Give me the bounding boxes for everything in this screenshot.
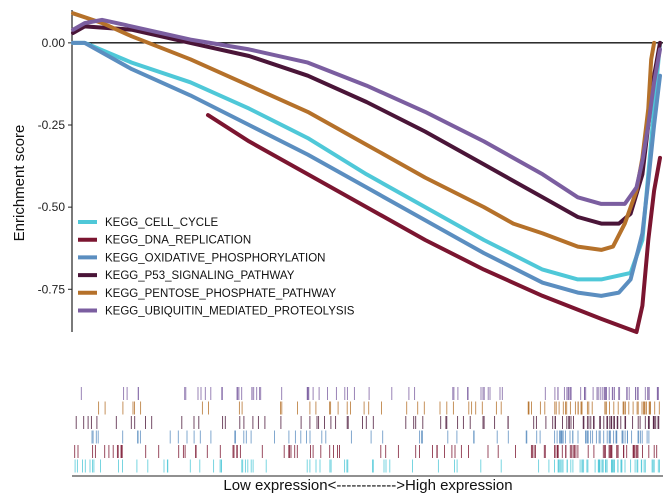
rug-plot: [74, 387, 660, 473]
legend-entry: KEGG_CELL_CYCLE: [105, 217, 218, 229]
y-tick-label: -0.50: [38, 200, 66, 214]
legend-entry: KEGG_UBIQUITIN_MEDIATED_PROTEOLYSIS: [105, 306, 355, 318]
y-tick-label: 0.00: [42, 36, 66, 50]
series-lines: [71, 11, 662, 334]
y-ticks: 0.00 -0.25 -0.50 -0.75: [38, 36, 72, 296]
y-tick-label: -0.25: [38, 118, 66, 132]
y-tick-label: -0.75: [38, 282, 66, 296]
series-line-kegg-p53-signaling-pathway: [71, 24, 662, 226]
axes: [71, 10, 663, 477]
series-line-kegg-pentose-phosphate-pathway: [71, 11, 657, 252]
legend: KEGG_CELL_CYCLE KEGG_DNA_REPLICATION KEGG_…: [78, 217, 355, 318]
legend-entry: KEGG_P53_SIGNALING_PATHWAY: [105, 270, 295, 282]
series-line-kegg-dna-replication: [206, 113, 662, 334]
series-line-kegg-oxidative-phosphorylation: [71, 40, 662, 298]
legend-entry: KEGG_PENTOSE_PHOSPHATE_PATHWAY: [105, 288, 336, 300]
legend-entry: KEGG_OXIDATIVE_PHOSPHORYLATION: [105, 252, 325, 264]
x-axis-title: Low expression<------------>High express…: [223, 477, 512, 494]
legend-entry: KEGG_DNA_REPLICATION: [105, 235, 251, 247]
series-line-kegg-ubiquitin-mediated-proteolysis: [71, 17, 662, 206]
y-axis-title: Enrichment score: [11, 125, 28, 242]
